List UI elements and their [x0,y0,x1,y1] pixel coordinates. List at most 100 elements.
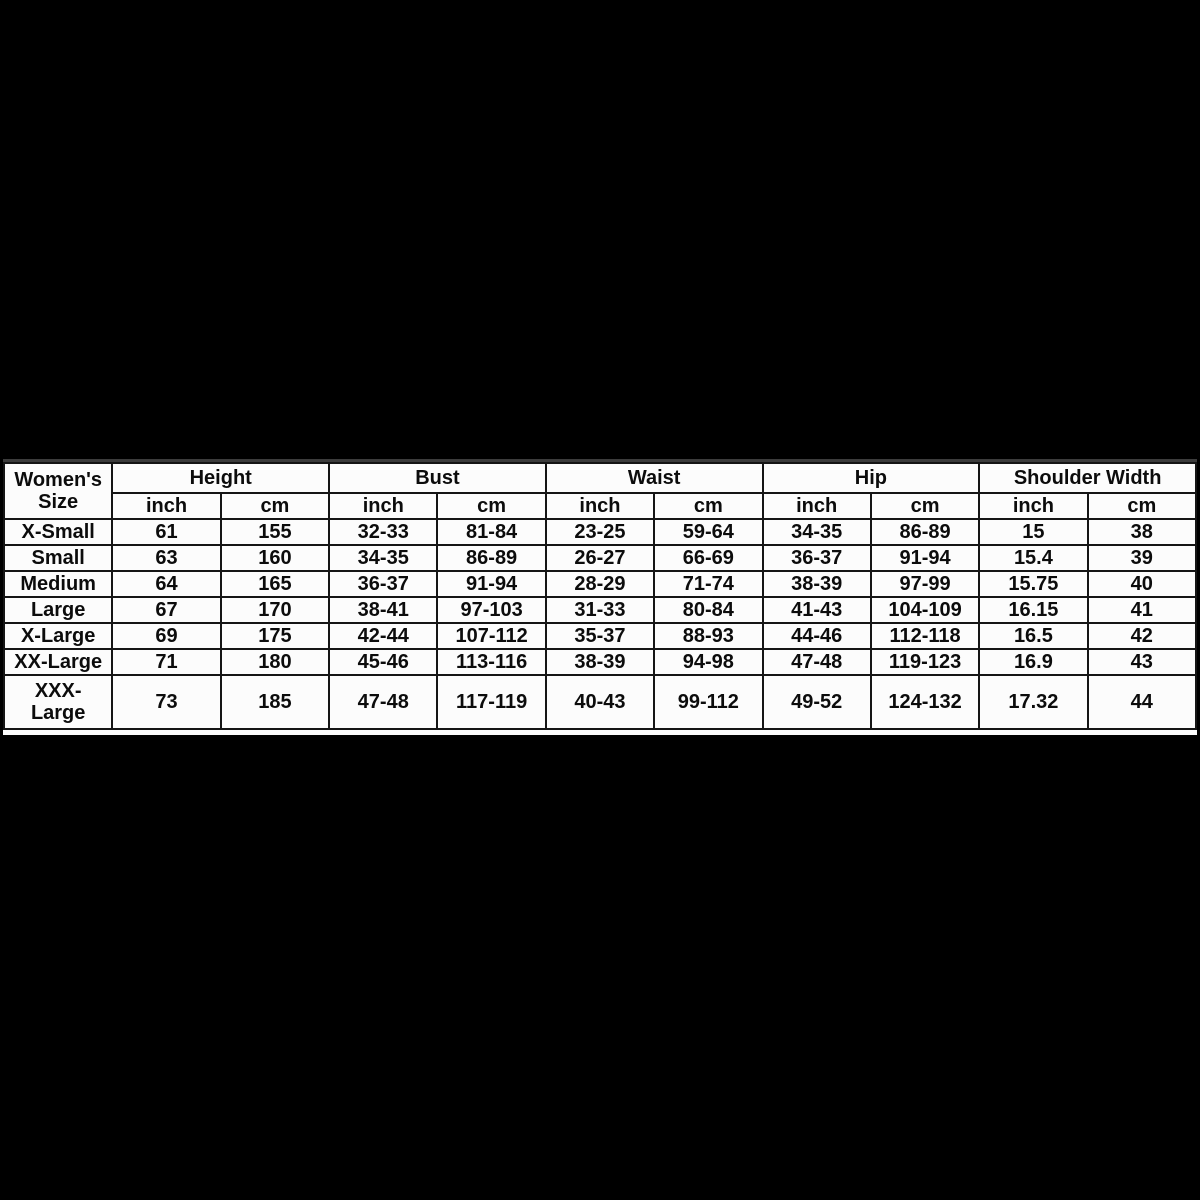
value-cell: 63 [111,544,222,572]
size-cell: Medium [2,570,114,598]
value-cell: 117-119 [436,674,547,730]
table-row: X-Small 61 155 32-33 81-84 23-25 59-64 3… [2,518,1198,546]
value-cell: 32-33 [328,518,439,546]
value-cell: 34-35 [328,544,439,572]
value-cell: 73 [111,674,222,730]
women-size-header-line2: Size [38,491,79,513]
value-cell: 119-123 [869,648,981,676]
value-cell: 16.15 [978,596,1089,624]
value-cell: 185 [219,674,331,730]
group-header-waist: Waist [544,462,764,494]
value-cell: 160 [219,544,331,572]
unit-header: inch [111,492,222,520]
value-cell: 45-46 [328,648,439,676]
value-cell: 64 [111,570,222,598]
group-header-row: Women's Size Height Bust Waist Hip Shoul… [2,462,1197,520]
value-cell: 44 [1086,674,1198,730]
women-size-header: Women's Size [2,462,114,520]
value-cell: 16.9 [978,648,1089,676]
value-cell: 23-25 [544,518,656,546]
size-cell: Large [2,596,114,624]
value-cell: 61 [111,518,222,546]
women-size-header-line1: Women's [14,469,103,491]
value-cell: 67 [111,596,222,624]
value-cell: 47-48 [761,648,872,676]
value-cell: 15 [978,518,1089,546]
value-cell: 40-43 [544,674,656,730]
value-cell: 97-99 [869,570,981,598]
value-cell: 47-48 [328,674,439,730]
value-cell: 39 [1086,544,1198,572]
unit-header: inch [761,492,872,520]
size-chart-table: Women's Size Height Bust Waist Hip Shoul… [2,462,1198,730]
value-cell: 38-41 [328,596,439,624]
unit-header: inch [978,492,1089,520]
value-cell: 42 [1086,622,1198,650]
value-cell: 69 [111,622,222,650]
value-cell: 38-39 [761,570,872,598]
value-cell: 26-27 [544,544,656,572]
value-cell: 86-89 [436,544,547,572]
table-row: XXX- Large 73 185 47-48 117-119 40-43 99… [2,674,1198,730]
size-cell: Small [2,544,114,572]
value-cell: 80-84 [653,596,764,624]
value-cell: 59-64 [653,518,764,546]
value-cell: 16.5 [978,622,1089,650]
unit-header: cm [1086,492,1198,520]
value-cell: 43 [1086,648,1198,676]
value-cell: 41 [1086,596,1198,624]
unit-header: cm [219,492,331,520]
value-cell: 44-46 [761,622,872,650]
value-cell: 155 [219,518,331,546]
value-cell: 180 [219,648,331,676]
value-cell: 41-43 [761,596,872,624]
value-cell: 170 [219,596,331,624]
value-cell: 124-132 [869,674,981,730]
table-row: X-Large 69 175 42-44 107-112 35-37 88-93… [2,622,1198,650]
value-cell: 86-89 [869,518,981,546]
value-cell: 40 [1086,570,1198,598]
size-cell: X-Large [2,622,114,650]
value-cell: 94-98 [653,648,764,676]
group-header-height: Height [111,462,331,494]
table-row: Medium 64 165 36-37 91-94 28-29 71-74 38… [2,570,1198,598]
value-cell: 88-93 [653,622,764,650]
table-row: Small 63 160 34-35 86-89 26-27 66-69 36-… [2,544,1198,572]
value-cell: 17.32 [978,674,1089,730]
value-cell: 165 [219,570,331,598]
value-cell: 104-109 [869,596,981,624]
size-chart: Women's Size Height Bust Waist Hip Shoul… [2,459,1198,735]
value-cell: 34-35 [761,518,872,546]
value-cell: 36-37 [761,544,872,572]
unit-header: cm [436,492,547,520]
value-cell: 66-69 [653,544,764,572]
value-cell: 38 [1086,518,1198,546]
group-header-bust: Bust [328,462,547,494]
value-cell: 99-112 [653,674,764,730]
value-cell: 91-94 [436,570,547,598]
value-cell: 15.75 [978,570,1089,598]
value-cell: 28-29 [544,570,656,598]
value-cell: 113-116 [436,648,547,676]
size-cell: XXX- Large [2,674,114,730]
size-cell: XX-Large [2,648,114,676]
value-cell: 49-52 [761,674,872,730]
value-cell: 38-39 [544,648,656,676]
unit-header-row: inch cm inch cm inch cm inch cm inch cm [4,492,1198,520]
unit-header: inch [544,492,656,520]
value-cell: 112-118 [869,622,981,650]
unit-header: inch [328,492,439,520]
value-cell: 71-74 [653,570,764,598]
value-cell: 175 [219,622,331,650]
value-cell: 71 [111,648,222,676]
group-header-hip: Hip [761,462,981,494]
value-cell: 91-94 [869,544,981,572]
value-cell: 36-37 [328,570,439,598]
table-row: Large 67 170 38-41 97-103 31-33 80-84 41… [2,596,1198,624]
table-row: XX-Large 71 180 45-46 113-116 38-39 94-9… [2,648,1198,676]
group-header-shoulder-width: Shoulder Width [978,462,1197,494]
unit-header: cm [869,492,981,520]
value-cell: 97-103 [436,596,547,624]
value-cell: 35-37 [544,622,656,650]
